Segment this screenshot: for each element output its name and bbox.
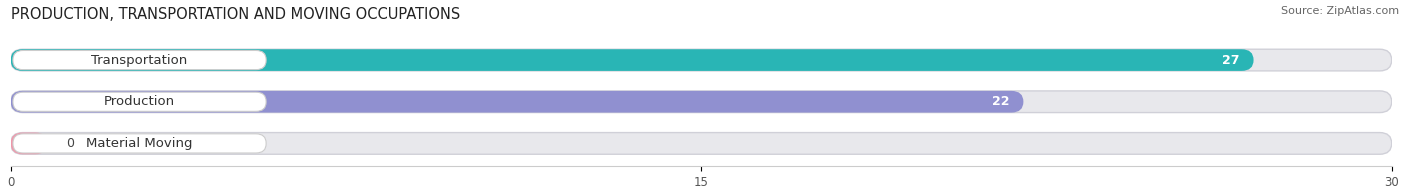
FancyBboxPatch shape [11, 91, 1392, 113]
Text: Production: Production [104, 95, 176, 108]
Text: 0: 0 [66, 137, 75, 150]
FancyBboxPatch shape [13, 51, 266, 70]
FancyBboxPatch shape [13, 92, 266, 111]
Text: PRODUCTION, TRANSPORTATION AND MOVING OCCUPATIONS: PRODUCTION, TRANSPORTATION AND MOVING OC… [11, 7, 460, 22]
FancyBboxPatch shape [11, 132, 48, 154]
Text: Source: ZipAtlas.com: Source: ZipAtlas.com [1281, 6, 1399, 16]
FancyBboxPatch shape [11, 132, 1392, 154]
FancyBboxPatch shape [11, 91, 1024, 113]
Text: Material Moving: Material Moving [86, 137, 193, 150]
Text: 22: 22 [993, 95, 1010, 108]
Text: Transportation: Transportation [91, 54, 187, 67]
Text: 27: 27 [1222, 54, 1240, 67]
FancyBboxPatch shape [11, 49, 1254, 71]
FancyBboxPatch shape [13, 134, 266, 153]
FancyBboxPatch shape [11, 49, 1392, 71]
